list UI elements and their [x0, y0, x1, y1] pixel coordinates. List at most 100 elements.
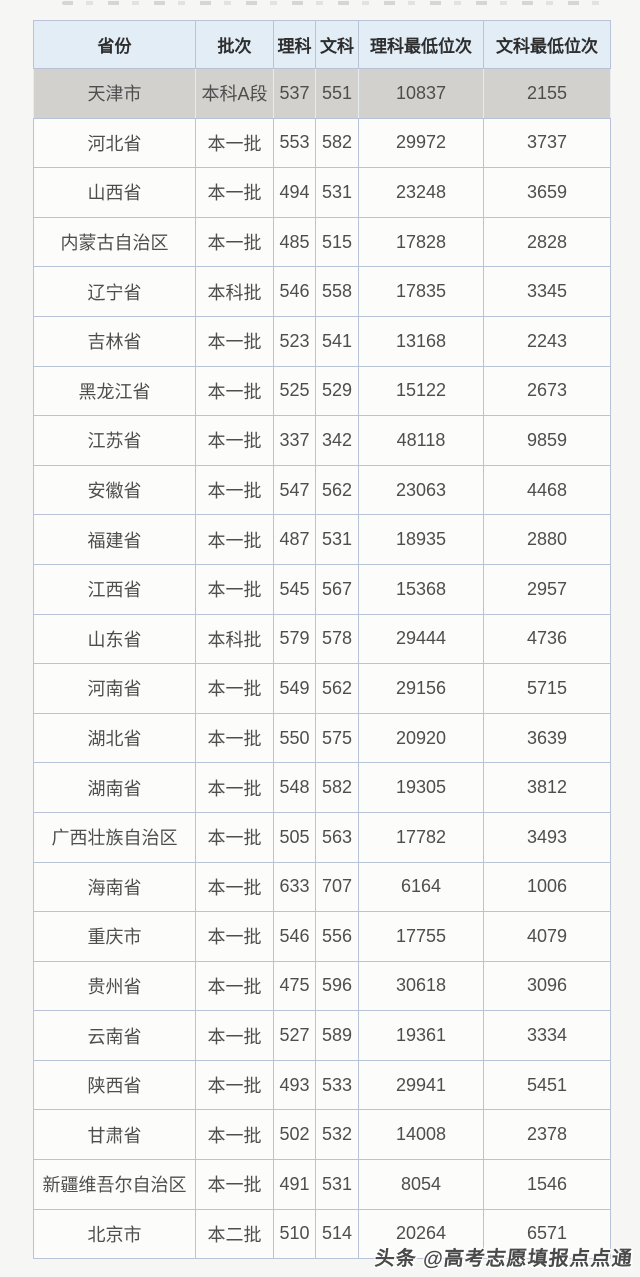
cell-art_min_rank: 2673 — [483, 365, 611, 417]
cell-sci_min_rank: 8054 — [358, 1159, 484, 1210]
cell-batch: 本一批 — [195, 117, 274, 169]
cell-batch: 本一批 — [195, 365, 274, 417]
cell-art_min_rank: 4736 — [483, 613, 611, 665]
cell-art_min_rank: 3812 — [483, 762, 611, 813]
cell-sci_min_rank: 10837 — [358, 68, 484, 119]
cell-art_min_rank: 3737 — [483, 117, 611, 169]
table-header-row: 省份 批次 理科 文科 理科最低位次 文科最低位次 — [33, 20, 611, 69]
watermark: 头条 @高考志愿填报点点通 — [373, 1248, 634, 1270]
cell-art_score: 541 — [315, 315, 359, 367]
cell-art_min_rank: 2155 — [483, 68, 611, 119]
cell-province: 重庆市 — [33, 911, 196, 962]
cell-province: 辽宁省 — [33, 266, 196, 317]
cell-sci_score: 553 — [273, 117, 316, 169]
cell-batch: 本一批 — [195, 712, 274, 764]
cell-art_min_rank: 1006 — [483, 861, 611, 913]
table-body: 天津市 本科A段 537 551 10837 2155 河北省 本一批 553 582 29972 3… — [33, 68, 611, 1260]
cell-sci_score: 545 — [273, 563, 316, 615]
cell-sci_score: 546 — [273, 911, 316, 962]
cell-batch: 本一批 — [195, 1059, 274, 1111]
cell-batch: 本一批 — [195, 216, 274, 268]
cell-province: 山东省 — [33, 613, 196, 665]
cell-sci_min_rank: 20264 — [358, 1208, 484, 1260]
table-row: 海南省 本一批 633 707 6164 1006 — [33, 861, 611, 913]
table-row: 重庆市 本一批 546 556 17755 4079 — [33, 911, 611, 962]
cell-batch: 本一批 — [195, 415, 274, 466]
cell-art_min_rank: 4468 — [483, 464, 611, 516]
column-header-art_score: 文科 — [315, 20, 359, 69]
cell-art_score: 514 — [315, 1208, 359, 1260]
table-row: 山东省 本科批 579 578 29444 4736 — [33, 613, 611, 665]
cell-sci_min_rank: 6164 — [358, 861, 484, 913]
table-row: 湖南省 本一批 548 582 19305 3812 — [33, 762, 611, 813]
cell-sci_score: 547 — [273, 464, 316, 516]
cell-province: 吉林省 — [33, 315, 196, 367]
table-row: 云南省 本一批 527 589 19361 3334 — [33, 1010, 611, 1061]
cell-art_min_rank: 2880 — [483, 514, 611, 565]
cell-art_min_rank: 5715 — [483, 663, 611, 714]
cell-province: 陕西省 — [33, 1059, 196, 1111]
cell-sci_score: 579 — [273, 613, 316, 665]
cell-art_score: 531 — [315, 167, 359, 218]
table-row: 内蒙古自治区 本一批 485 515 17828 2828 — [33, 216, 611, 268]
cell-sci_score: 546 — [273, 266, 316, 317]
cell-province: 河北省 — [33, 117, 196, 169]
cell-sci_min_rank: 29444 — [358, 613, 484, 665]
cell-art_score: 532 — [315, 1109, 359, 1161]
table-row: 辽宁省 本科批 546 558 17835 3345 — [33, 266, 611, 317]
cell-art_score: 578 — [315, 613, 359, 665]
table-row: 贵州省 本一批 475 596 30618 3096 — [33, 960, 611, 1012]
cell-province: 天津市 — [33, 68, 196, 119]
cell-batch: 本一批 — [195, 663, 274, 714]
cell-province: 湖北省 — [33, 712, 196, 764]
cell-art_score: 707 — [315, 861, 359, 913]
cell-sci_min_rank: 23248 — [358, 167, 484, 218]
cell-art_min_rank: 3659 — [483, 167, 611, 218]
cell-art_score: 556 — [315, 911, 359, 962]
cell-sci_score: 525 — [273, 365, 316, 417]
cell-art_min_rank: 6571 — [483, 1208, 611, 1260]
cell-art_score: 567 — [315, 563, 359, 615]
column-header-province: 省份 — [33, 20, 196, 69]
cell-art_score: 551 — [315, 68, 359, 119]
cell-sci_score: 485 — [273, 216, 316, 268]
cell-sci_min_rank: 14008 — [358, 1109, 484, 1161]
cell-sci_score: 549 — [273, 663, 316, 714]
cell-province: 山西省 — [33, 167, 196, 218]
cell-sci_score: 493 — [273, 1059, 316, 1111]
cell-art_score: 582 — [315, 762, 359, 813]
cell-sci_min_rank: 18935 — [358, 514, 484, 565]
cell-art_min_rank: 3345 — [483, 266, 611, 317]
cell-sci_min_rank: 29156 — [358, 663, 484, 714]
table-row: 湖北省 本一批 550 575 20920 3639 — [33, 712, 611, 764]
cell-art_score: 533 — [315, 1059, 359, 1111]
admission-score-table: 省份 批次 理科 文科 理科最低位次 文科最低位次 天津市 本科A段 537 551 10837 2… — [33, 20, 611, 1260]
cell-sci_min_rank: 17828 — [358, 216, 484, 268]
table-row: 广西壮族自治区 本一批 505 563 17782 3493 — [33, 811, 611, 863]
table-row: 安徽省 本一批 547 562 23063 4468 — [33, 464, 611, 516]
cell-province: 内蒙古自治区 — [33, 216, 196, 268]
cell-batch: 本一批 — [195, 514, 274, 565]
cell-sci_score: 337 — [273, 415, 316, 466]
cell-province: 湖南省 — [33, 762, 196, 813]
cell-sci_score: 487 — [273, 514, 316, 565]
cell-art_score: 515 — [315, 216, 359, 268]
cell-batch: 本一批 — [195, 960, 274, 1012]
cell-province: 福建省 — [33, 514, 196, 565]
cell-sci_score: 537 — [273, 68, 316, 119]
cell-sci_score: 510 — [273, 1208, 316, 1260]
cell-art_score: 531 — [315, 1159, 359, 1210]
cell-art_score: 582 — [315, 117, 359, 169]
cell-sci_min_rank: 13168 — [358, 315, 484, 367]
cell-province: 云南省 — [33, 1010, 196, 1061]
cell-sci_min_rank: 19305 — [358, 762, 484, 813]
cell-sci_score: 502 — [273, 1109, 316, 1161]
cell-art_score: 558 — [315, 266, 359, 317]
table-row: 河南省 本一批 549 562 29156 5715 — [33, 663, 611, 714]
cell-sci_score: 505 — [273, 811, 316, 863]
cell-art_score: 596 — [315, 960, 359, 1012]
cell-province: 海南省 — [33, 861, 196, 913]
cell-sci_min_rank: 15368 — [358, 563, 484, 615]
table-row: 山西省 本一批 494 531 23248 3659 — [33, 167, 611, 218]
cell-art_min_rank: 3334 — [483, 1010, 611, 1061]
